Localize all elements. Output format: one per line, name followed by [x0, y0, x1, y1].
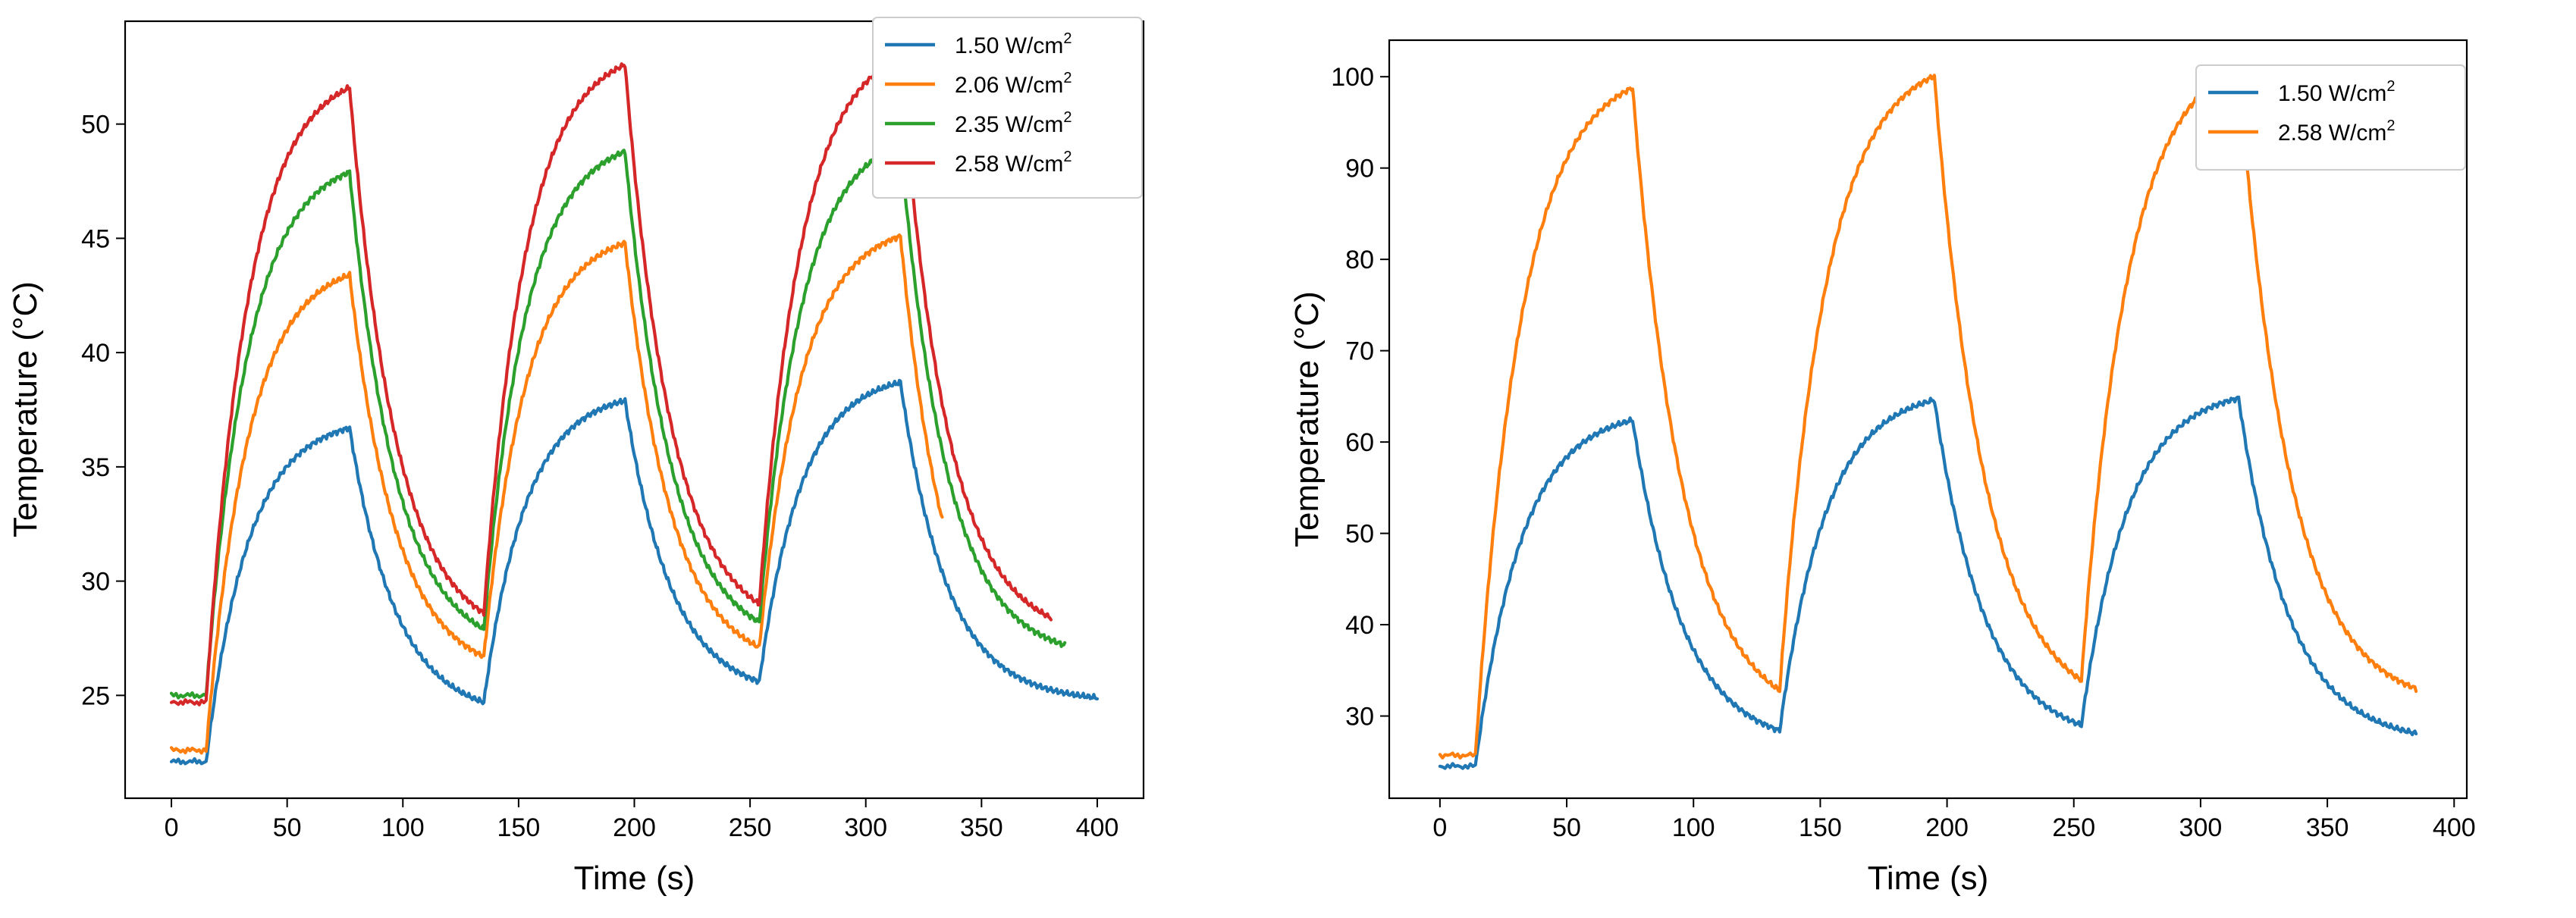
x-tick-label: 50: [1552, 813, 1581, 842]
legend-label: 2.35 W/cm2: [955, 109, 1072, 137]
legend-label: 2.58 W/cm2: [955, 149, 1072, 177]
x-tick-label: 350: [2306, 813, 2349, 842]
left-chart: 0 50 100 150 200 250 300 350 400 25 30 35 40 45 50 Time…: [7, 17, 1145, 897]
y-tick-label: 40: [1345, 611, 1374, 640]
x-tick-label: 50: [273, 813, 302, 842]
y-tick-label: 40: [81, 339, 110, 368]
legend-box: [2195, 64, 2466, 171]
x-tick-label: 100: [1672, 813, 1715, 842]
legend-label: 2.58 W/cm2: [2278, 117, 2396, 146]
x-axis-title: Time (s): [574, 860, 695, 897]
y-tick-label: 35: [81, 453, 110, 482]
series-line-2: [169, 233, 944, 755]
y-tick-label: 60: [1345, 428, 1374, 457]
y-tick-label: 30: [81, 568, 110, 597]
legend-label: 2.06 W/cm2: [955, 70, 1072, 98]
x-tick-label: 100: [381, 813, 425, 842]
plot-area-frame: [1388, 39, 2468, 800]
series-line-1: [1438, 395, 2418, 770]
y-tick-label: 80: [1345, 246, 1374, 274]
series-line-2: [1438, 66, 2418, 760]
y-tick-label: 50: [81, 111, 110, 139]
legend-box: [872, 17, 1143, 199]
x-tick-label: 400: [2433, 813, 2476, 842]
x-tick-label: 300: [844, 813, 887, 842]
series-line-3: [169, 142, 1067, 700]
legend-label: 1.50 W/cm2: [2278, 78, 2396, 106]
y-axis-title: Temperature (°C): [7, 281, 44, 537]
y-tick-label: 100: [1331, 63, 1374, 92]
y-axis-title: Temperature (°C): [1288, 291, 1326, 547]
x-tick-label: 0: [165, 813, 179, 842]
x-axis-title: Time (s): [1868, 860, 1989, 897]
x-tick-label: 400: [1076, 813, 1119, 842]
x-tick-label: 250: [2052, 813, 2095, 842]
y-tick-label: 50: [1345, 520, 1374, 549]
x-tick-label: 150: [1799, 813, 1842, 842]
x-tick-label: 300: [2179, 813, 2223, 842]
x-tick-label: 200: [1925, 813, 1969, 842]
y-tick-label: 45: [81, 224, 110, 253]
x-tick-label: 350: [960, 813, 1003, 842]
x-tick-label: 0: [1432, 813, 1447, 842]
right-chart: 0 50 100 150 200 250 300 350 400 30 40 50 60 70 80 90 10…: [1288, 39, 2476, 897]
x-tick-label: 250: [729, 813, 772, 842]
x-tick-label: 150: [497, 813, 541, 842]
series-line-1: [169, 378, 1100, 766]
legend-label: 1.50 W/cm2: [955, 30, 1072, 58]
x-tick-label: 200: [613, 813, 656, 842]
y-tick-label: 30: [1345, 703, 1374, 732]
y-tick-label: 90: [1345, 155, 1374, 183]
y-tick-label: 25: [81, 681, 110, 710]
y-tick-label: 70: [1345, 337, 1374, 366]
